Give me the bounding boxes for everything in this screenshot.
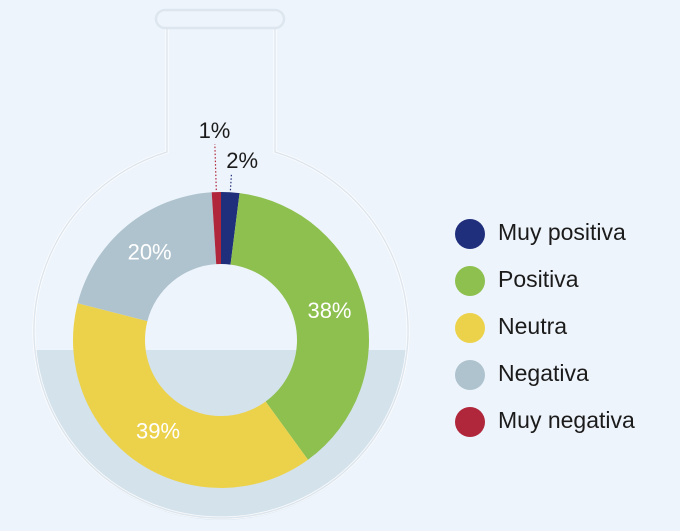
legend-label: Neutra xyxy=(498,313,567,339)
legend-label: Negativa xyxy=(498,360,589,386)
legend-label: Muy positiva xyxy=(498,219,626,245)
legend-marker xyxy=(455,313,485,343)
value-label: 20% xyxy=(128,240,172,265)
legend-label: Positiva xyxy=(498,266,579,292)
chart: 2% 38% 39% 20% 1% Muy positiva Positiva Neutra… xyxy=(0,0,680,526)
value-label: 1% xyxy=(199,118,231,143)
value-label: 38% xyxy=(307,298,351,323)
value-label: 2% xyxy=(226,148,258,173)
legend-marker xyxy=(455,407,485,437)
legend: Muy positiva Positiva Neutra Negativa Muy ne… xyxy=(455,219,635,437)
legend-marker xyxy=(455,219,485,249)
donut: 2% 38% 39% 20% 1% xyxy=(73,118,369,488)
flask-rim xyxy=(156,10,284,28)
legend-marker xyxy=(455,360,485,390)
legend-marker xyxy=(455,266,485,296)
leader-line xyxy=(215,144,216,190)
value-label: 39% xyxy=(136,418,180,443)
leader-line xyxy=(230,174,231,190)
legend-label: Muy negativa xyxy=(498,407,635,433)
